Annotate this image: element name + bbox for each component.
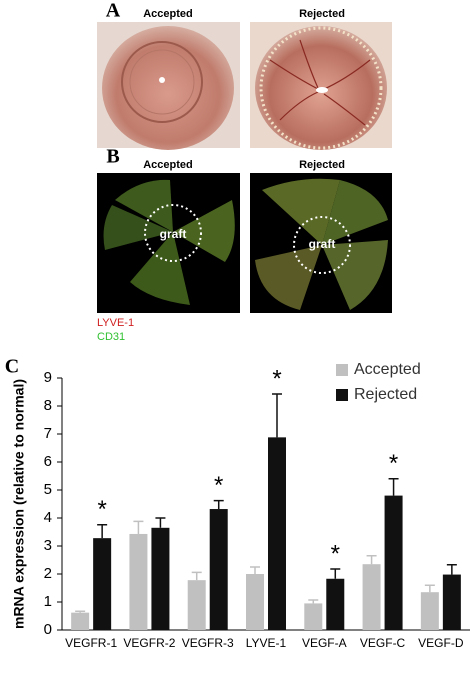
y-tick-label: 8	[44, 397, 52, 414]
panel-title: Accepted	[143, 159, 193, 171]
significance: *	[214, 472, 223, 499]
significance: *	[97, 496, 106, 523]
y-tick-label: 7	[44, 425, 52, 442]
error-bar	[75, 610, 86, 613]
bar	[268, 437, 286, 630]
x-tick-label: LYVE-1	[246, 636, 287, 650]
panel-label: A	[106, 0, 121, 22]
bar	[442, 574, 461, 630]
photo	[97, 22, 240, 150]
bar	[151, 527, 170, 630]
stain-label: LYVE-1	[97, 317, 134, 329]
y-tick-label: 0	[44, 621, 52, 638]
x-tick-label: VEGFR-2	[123, 636, 175, 650]
panel-title: Rejected	[299, 159, 345, 171]
stain-label: CD31	[97, 331, 125, 343]
error-bar	[424, 584, 435, 593]
panel-title: Rejected	[299, 8, 345, 20]
error-bar	[155, 517, 166, 528]
panel-label: B	[106, 146, 119, 168]
graft-label: graft	[160, 227, 187, 241]
y-tick-label: 6	[44, 453, 52, 470]
error-bar	[250, 566, 260, 574]
x-tick-label: VEGFR-1	[65, 636, 117, 650]
y-tick-label: 1	[44, 593, 52, 610]
photo: graft	[250, 173, 392, 313]
y-tick-label: 4	[44, 509, 52, 526]
significance: *	[389, 450, 398, 477]
photo: graft	[97, 173, 240, 313]
bar	[93, 538, 112, 630]
error-bar	[446, 564, 457, 575]
y-axis-label: mRNA expression (relative to normal)	[11, 379, 27, 629]
bar	[362, 564, 381, 630]
y-tick-label: 9	[44, 369, 52, 386]
x-tick-label: VEGF-D	[418, 636, 464, 650]
error-bar	[191, 571, 202, 581]
x-tick-label: VEGFR-3	[182, 636, 234, 650]
error-bar	[308, 599, 319, 604]
error-bar	[97, 523, 108, 539]
error-bar	[213, 499, 224, 510]
bar	[71, 612, 90, 630]
y-tick-label: 5	[44, 481, 52, 498]
significance: *	[272, 365, 281, 392]
graft-label: graft	[309, 237, 336, 251]
bar	[187, 580, 206, 630]
photo	[250, 22, 392, 150]
error-bar	[272, 393, 282, 438]
panel-label: C	[5, 356, 19, 378]
significance: *	[331, 540, 340, 567]
error-bar	[330, 568, 341, 579]
bar	[209, 509, 228, 630]
legend-swatch	[336, 389, 348, 401]
x-tick-label: VEGF-A	[302, 636, 347, 650]
error-bar	[133, 520, 144, 534]
bar	[384, 495, 403, 630]
error-bar	[388, 478, 399, 496]
panel-title: Accepted	[143, 8, 193, 20]
bar	[246, 574, 264, 630]
x-tick-label: VEGF-C	[360, 636, 406, 650]
legend-swatch	[336, 364, 348, 376]
bar	[129, 533, 148, 630]
bar	[326, 578, 345, 630]
bar	[420, 592, 439, 630]
legend-label: Rejected	[354, 386, 417, 403]
error-bar	[366, 555, 377, 565]
legend-label: Accepted	[354, 361, 421, 378]
y-tick-label: 3	[44, 537, 52, 554]
bar	[304, 603, 323, 630]
y-tick-label: 2	[44, 565, 52, 582]
